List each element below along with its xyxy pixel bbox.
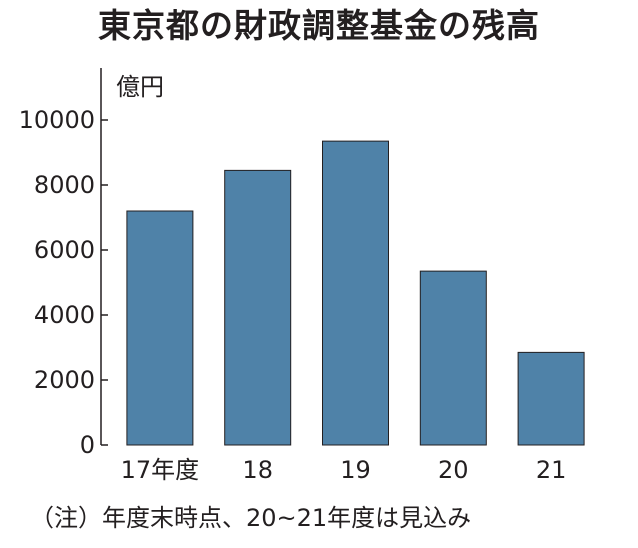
- y-tick-label: 4000: [34, 301, 95, 329]
- bar-chart: 0 2000 4000 6000 8000 10000 17年度 18 19 20 21: [19, 68, 585, 484]
- x-tick-label: 17年度: [121, 456, 200, 484]
- bar-1: [224, 169, 292, 446]
- y-tick-label: 0: [80, 431, 95, 459]
- x-tick-label: 18: [242, 456, 273, 484]
- y-tick-label: 10000: [19, 106, 95, 134]
- bar-3: [419, 270, 487, 446]
- y-tick-label: 2000: [34, 366, 95, 394]
- x-tick-label: 19: [340, 456, 371, 484]
- footnote: （注）年度末時点、20~21年度は見込み: [30, 504, 472, 532]
- y-tick-label: 6000: [34, 236, 95, 264]
- bar-0: [126, 210, 194, 446]
- x-tick-label: 20: [438, 456, 469, 484]
- y-axis-unit-label: 億円: [116, 73, 164, 101]
- y-tick-label: 8000: [34, 171, 95, 199]
- chart-title: 東京都の財政調整基金の残高: [98, 6, 540, 45]
- bar-2: [322, 140, 389, 446]
- bar-4: [517, 351, 585, 446]
- x-tick-label: 21: [536, 456, 567, 484]
